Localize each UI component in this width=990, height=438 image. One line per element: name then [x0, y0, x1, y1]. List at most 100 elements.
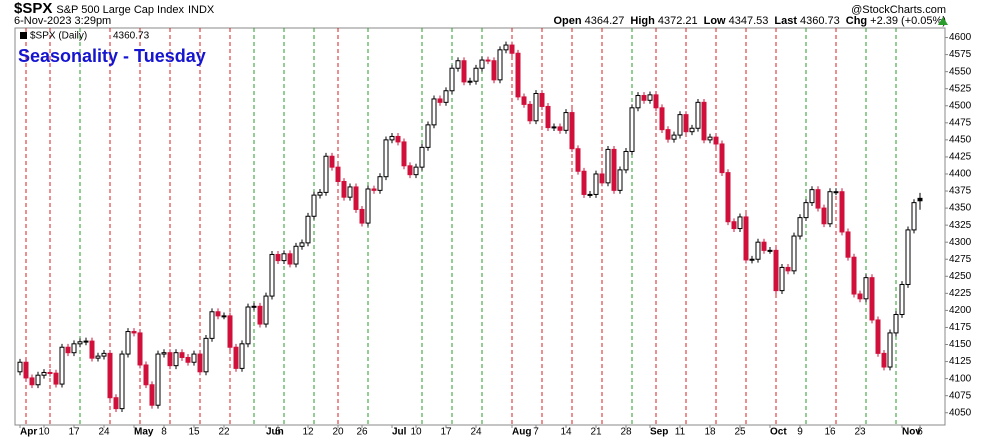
y-tick-label: 4475 [949, 117, 972, 128]
candle-body [275, 253, 281, 262]
candle-body [347, 186, 353, 198]
candle-body [269, 253, 275, 297]
y-tick-label: 4250 [949, 271, 972, 282]
exchange: INDX [187, 4, 215, 16]
candle-body [875, 319, 881, 354]
y-tick-label: 4550 [949, 66, 972, 77]
plot-frame [14, 27, 946, 426]
x-tick-label: May [134, 427, 154, 438]
candle-body [581, 170, 587, 195]
candle-body [191, 353, 197, 363]
candle-body [737, 216, 743, 230]
candle-body [593, 173, 599, 195]
candle-body [785, 266, 791, 272]
y-tick-label: 4150 [949, 339, 972, 350]
candle-body [911, 202, 917, 231]
candle-body [689, 127, 695, 133]
candle-body [479, 59, 485, 69]
x-tick-label: 16 [824, 427, 836, 438]
candle-body [563, 112, 569, 131]
quote-value: 4360.73 [800, 15, 840, 27]
candle-body [455, 60, 461, 69]
candle-body [131, 331, 137, 334]
candle-body [827, 191, 833, 225]
candle-body [179, 352, 185, 358]
candle-body [407, 165, 413, 176]
y-tick-label: 4100 [949, 373, 972, 384]
x-tick-label: 24 [98, 427, 110, 438]
candle-body [611, 148, 617, 191]
quote-label: Chg [845, 15, 868, 27]
candle-body [251, 305, 257, 308]
x-tick-label: 9 [797, 427, 803, 438]
y-tick-label: 4450 [949, 135, 972, 146]
y-tick-label: 4075 [949, 390, 972, 401]
candle-body [509, 44, 515, 54]
candle-body [869, 277, 875, 321]
candle-body [317, 191, 323, 196]
candle-body [149, 384, 155, 406]
candle-body [107, 352, 113, 399]
candle-body [797, 217, 803, 237]
x-tick-label: Nov [902, 427, 921, 438]
credit: @StockCharts.com [851, 4, 946, 16]
candle-body [221, 315, 227, 318]
candle-body [485, 59, 491, 62]
candle-body [35, 374, 41, 386]
candle-body [725, 172, 731, 223]
candle-body [761, 241, 767, 251]
x-tick-label: Jun [266, 427, 284, 438]
candle-body [467, 80, 473, 83]
candle-body [839, 191, 845, 233]
candle-body [731, 221, 737, 230]
x-tick-label: 10 [410, 427, 422, 438]
candle-body [749, 258, 755, 261]
candle-body [545, 105, 551, 129]
candle-body [413, 166, 419, 176]
candle-body [743, 216, 749, 261]
candle-body [359, 208, 365, 224]
candle-body [425, 124, 431, 148]
x-tick-label: 15 [188, 427, 200, 438]
y-tick-label: 4500 [949, 100, 972, 111]
candle-body [515, 52, 521, 98]
candle-body [239, 343, 245, 369]
x-tick-label: 12 [302, 427, 314, 438]
x-tick-label: 10 [38, 427, 50, 438]
candle-body [233, 346, 239, 369]
candle-body [767, 249, 773, 252]
candle-body [641, 95, 647, 101]
candle-body [167, 352, 173, 367]
x-tick-label: Oct [770, 427, 787, 438]
x-tick-label: 14 [560, 427, 572, 438]
candle-body [671, 134, 677, 140]
x-tick-label: Jul [392, 427, 407, 438]
candle-body [833, 191, 839, 194]
candle-body [443, 90, 449, 103]
y-tick-label: 4175 [949, 322, 972, 333]
header-row: $SPX S&P 500 Large Cap Index INDX @Stock… [14, 0, 946, 17]
quote-change: +2.39 (+0.05%) [870, 15, 946, 27]
x-tick-label: 21 [590, 427, 602, 438]
candle-body [431, 98, 437, 126]
candle-body [575, 148, 581, 172]
candle-body [365, 188, 371, 224]
x-tick-label: 7 [533, 427, 539, 438]
candle-body [65, 346, 71, 354]
candle-body [95, 355, 101, 359]
candle-body [89, 340, 95, 359]
x-tick-label: Sep [650, 427, 668, 438]
x-tick-label: 6 [917, 427, 923, 438]
candle-body [845, 231, 851, 258]
x-tick-label: 17 [440, 427, 452, 438]
legend-swatch [20, 32, 27, 39]
candle-body [113, 397, 119, 410]
candle-body [623, 150, 629, 171]
candle-body [491, 60, 497, 81]
candle-body [215, 311, 221, 317]
candle-body [707, 136, 713, 141]
quote-value: 4364.27 [584, 15, 625, 27]
candle-body [29, 377, 35, 386]
quote-label: Open [553, 15, 582, 27]
x-tick-label: 17 [68, 427, 80, 438]
